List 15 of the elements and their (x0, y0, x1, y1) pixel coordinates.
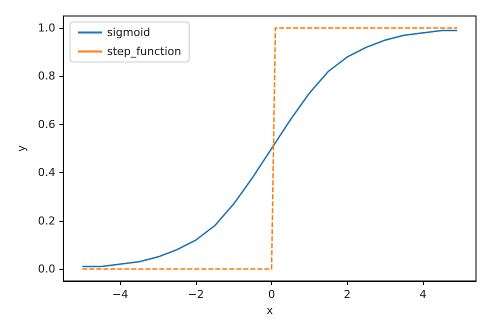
y-tick-label: 0.8 (38, 70, 56, 83)
y-tick-label: 0.2 (38, 214, 56, 228)
y-tick-label: 0.6 (38, 118, 56, 131)
y-tick-label: 0.0 (38, 262, 56, 276)
x-tick-label: −4 (112, 288, 128, 301)
x-tick-label: −2 (188, 288, 204, 301)
x-axis-title: x (266, 304, 274, 317)
y-axis-title: y (15, 144, 28, 152)
y-tick-label: 0.4 (38, 166, 56, 180)
legend-label: sigmoid (107, 26, 150, 39)
legend-label: step_function (107, 45, 182, 58)
x-tick-label: 4 (420, 288, 427, 301)
x-tick-label: 2 (344, 288, 351, 301)
x-tick-label: 0 (268, 288, 276, 301)
y-tick-label: 1.0 (38, 22, 56, 35)
